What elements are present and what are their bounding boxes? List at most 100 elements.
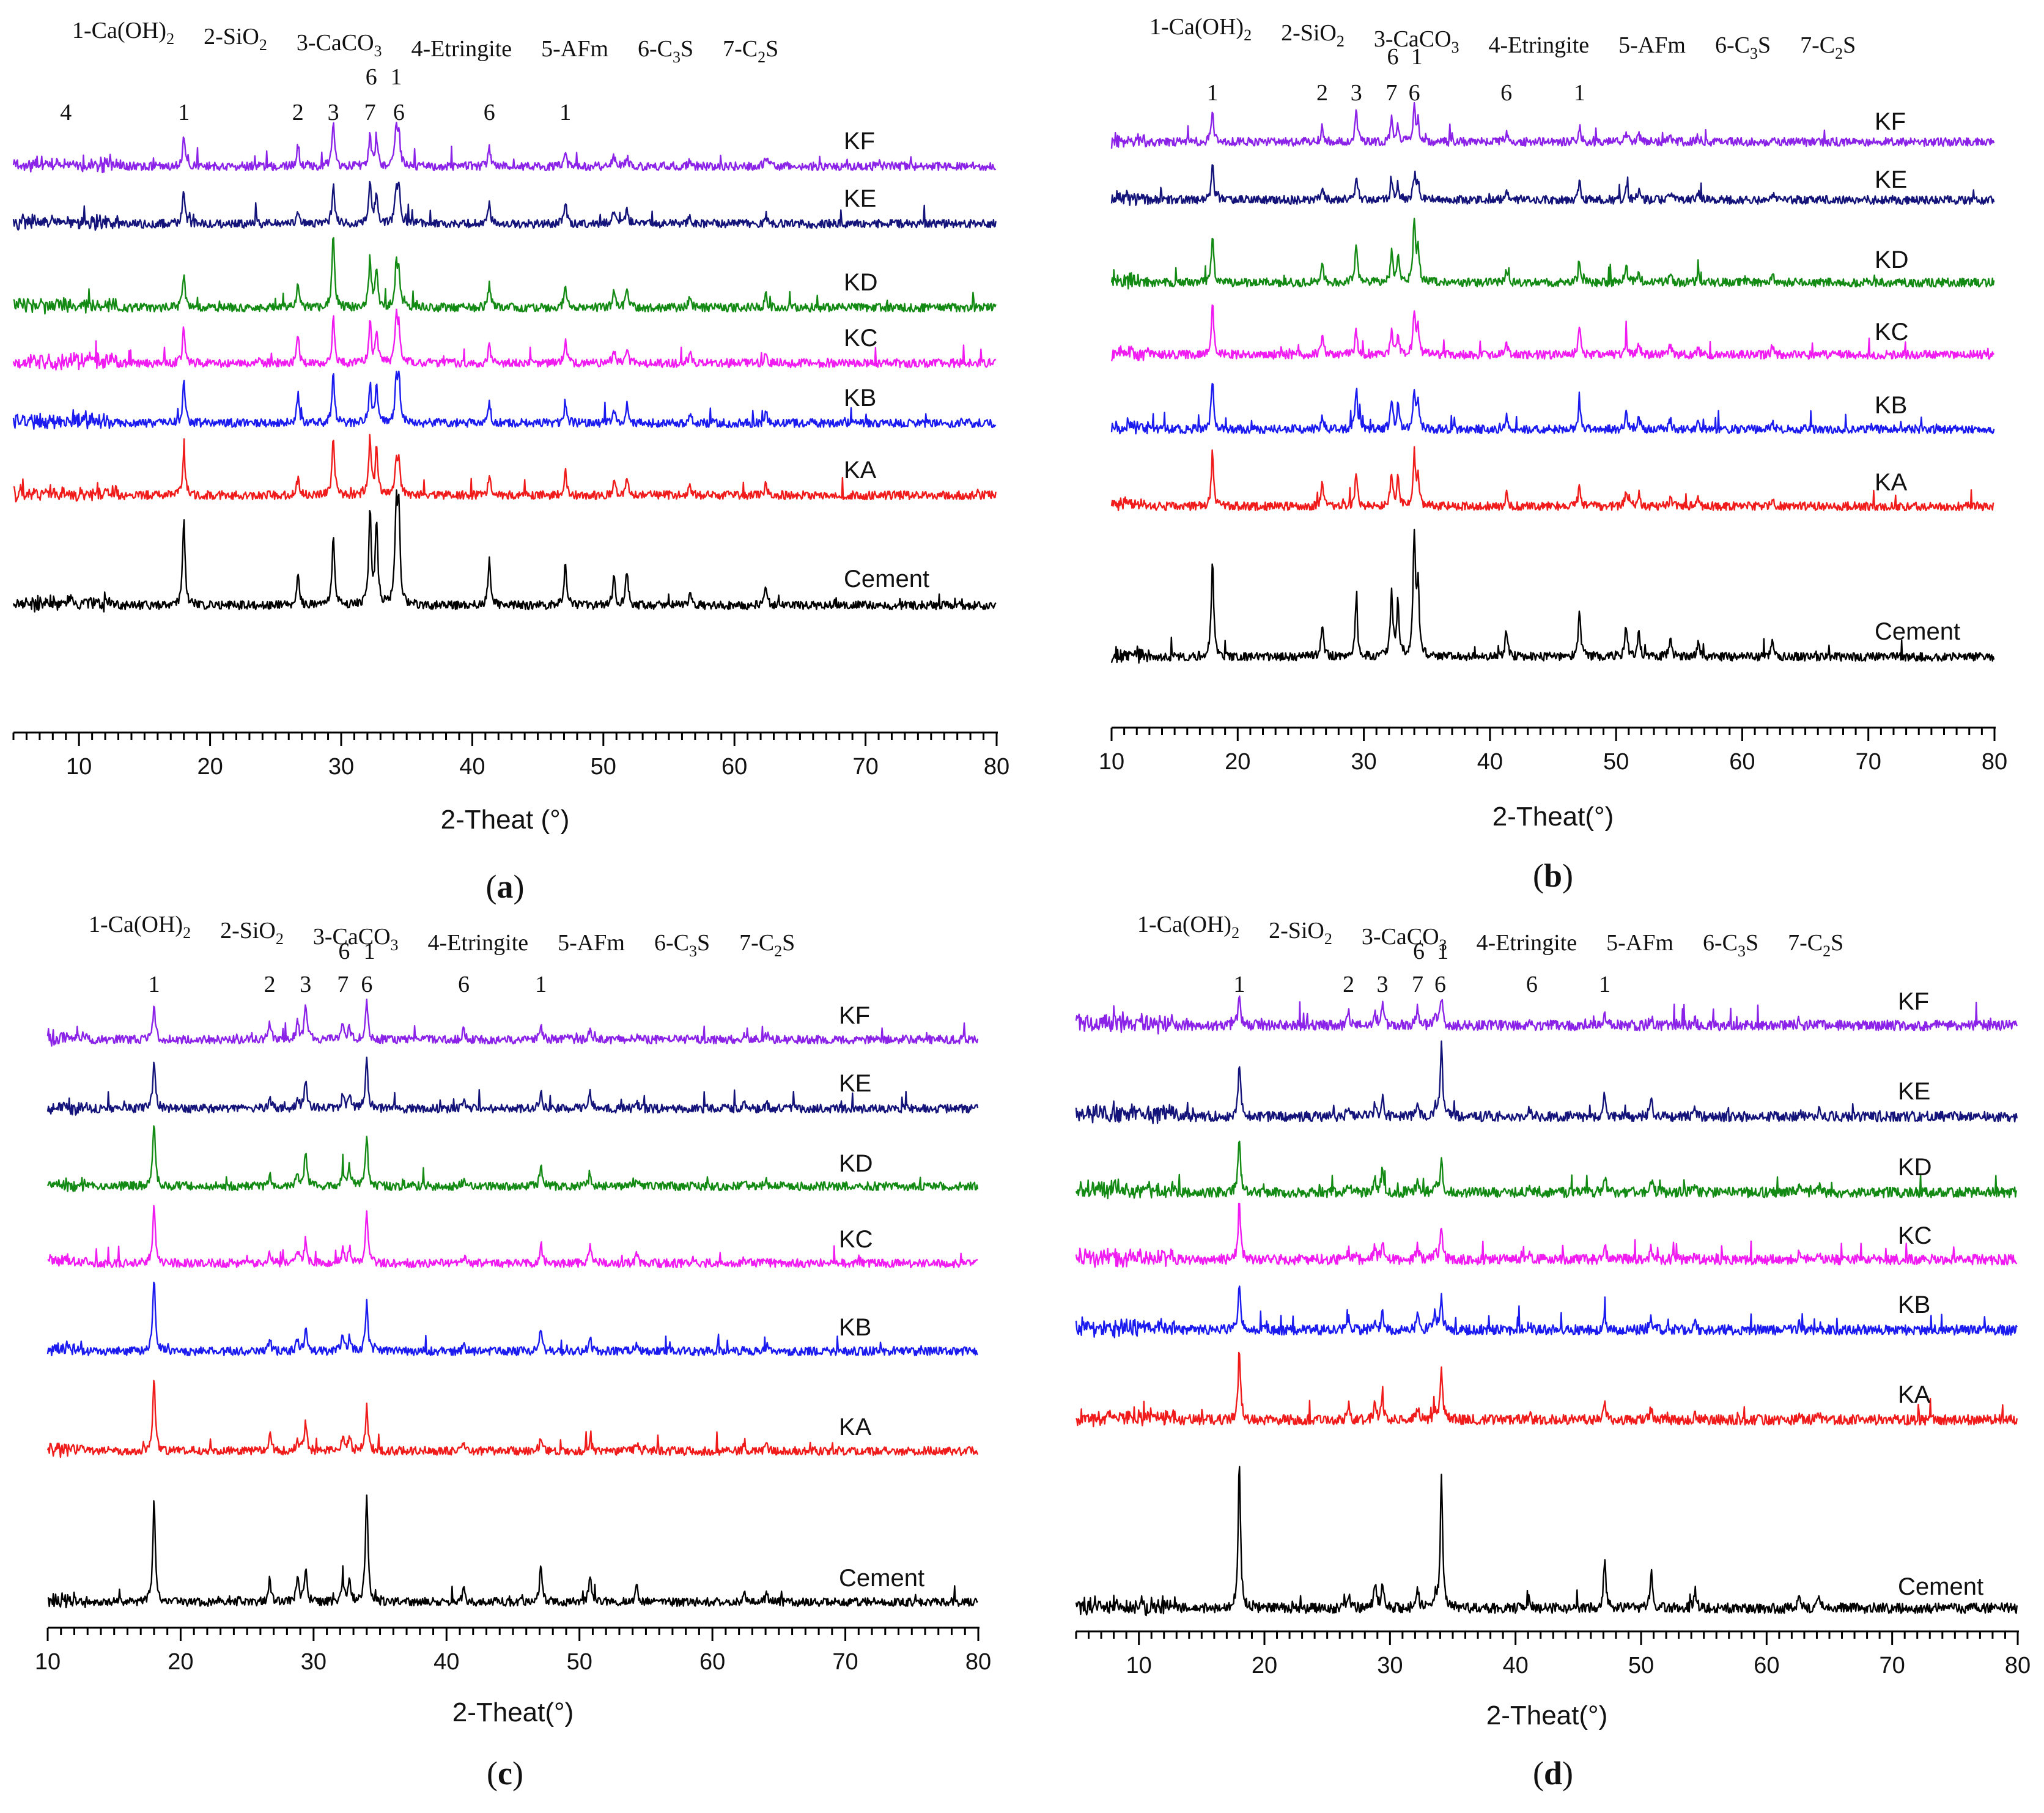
legend-line: 1-Ca(OH)2 2-SiO2 3-CaCO3 4-Etringite 5-AFm 6-… — [72, 18, 778, 66]
x-tick-label: 30 — [1377, 1653, 1403, 1678]
x-tick-label: 20 — [1252, 1653, 1277, 1678]
legend-item: 2-SiO — [1281, 20, 1337, 46]
legend-item: 2-SiO — [220, 918, 276, 943]
legend-item: 1-Ca(OH) — [89, 912, 183, 937]
legend-line: 1-Ca(OH)2 2-SiO2 3-CaCO3 4-Etringite 5-AFm 6-… — [1137, 912, 1843, 960]
phase-annotation: 3 — [328, 100, 339, 125]
series-trace-kb — [12, 371, 997, 430]
phase-annotation: 1 — [1207, 80, 1219, 106]
series-trace-kc — [12, 308, 997, 371]
phase-annotation: 1 — [1437, 939, 1448, 964]
legend-item: 7-C — [1788, 930, 1823, 956]
series-trace-ke — [46, 1056, 979, 1116]
phase-annotation: 4 — [60, 100, 72, 125]
x-tick-label: 50 — [1628, 1653, 1654, 1678]
legend-item: 4-Etringite — [1489, 32, 1590, 58]
series-label-kf: KF — [1898, 988, 1929, 1015]
x-tick-label: 80 — [984, 754, 1009, 780]
series-label-kb: KB — [1898, 1291, 1930, 1318]
phase-annotation: 1 — [148, 972, 160, 997]
series-label-kc: KC — [839, 1226, 873, 1253]
series-trace-ke — [12, 180, 997, 231]
series-label-kd: KD — [844, 269, 878, 296]
panel-b: 1-Ca(OH)2 2-SiO2 3-CaCO3 4-Etringite 5-AFm 6-… — [1099, 14, 2007, 894]
series-label-kf: KF — [844, 128, 875, 155]
x-tick-label: 10 — [35, 1649, 61, 1675]
legend-item: 5-AFm — [558, 930, 625, 956]
series-label-kd: KD — [1875, 246, 1909, 273]
series-label-ke: KE — [844, 185, 876, 212]
series-trace-kb — [1075, 1285, 2018, 1339]
panel-label: (c) — [487, 1755, 523, 1792]
x-tick-label: 60 — [721, 754, 747, 780]
x-tick-label: 70 — [832, 1649, 858, 1675]
panel-c: 1-Ca(OH)2 2-SiO2 3-CaCO3 4-Etringite 5-AFm 6-… — [35, 912, 991, 1792]
legend-item: 6-C — [1715, 32, 1750, 58]
x-axis-label: 2-Theat (°) — [441, 805, 570, 835]
series-trace-kf — [1110, 102, 1995, 149]
series-trace-cement — [1075, 1466, 2018, 1617]
phase-annotation: 1 — [391, 64, 402, 90]
series-label-ka: KA — [844, 457, 877, 484]
legend-item: 1-Ca(OH) — [72, 18, 166, 43]
series-label-kc: KC — [1898, 1222, 1932, 1249]
phase-annotation: 1 — [364, 939, 375, 964]
x-tick-label: 80 — [965, 1649, 991, 1675]
x-tick-label: 70 — [852, 754, 878, 780]
series-trace-kd — [46, 1125, 979, 1192]
phase-annotation: 1 — [535, 972, 547, 997]
phase-annotation: 6 — [1409, 80, 1420, 106]
phase-annotation: 2 — [1316, 80, 1328, 106]
legend-item: 2-SiO — [204, 24, 259, 50]
x-tick-label: 60 — [699, 1649, 725, 1675]
x-tick-label: 40 — [459, 754, 485, 780]
legend-item: 7-C — [723, 36, 758, 62]
x-tick-label: 40 — [1503, 1653, 1529, 1678]
series-trace-kc — [47, 1205, 978, 1269]
panel-label: (b) — [1533, 857, 1573, 894]
phase-annotation: 1 — [559, 100, 571, 125]
series-label-kd: KD — [839, 1150, 873, 1177]
x-tick-label: 80 — [2005, 1653, 2031, 1678]
phase-annotation: 7 — [1385, 80, 1397, 106]
x-tick-label: 70 — [1856, 749, 1881, 775]
x-tick-label: 10 — [1126, 1653, 1152, 1678]
series-trace-ka — [1075, 1351, 2018, 1428]
series-trace-kd — [13, 237, 997, 315]
legend-line: 1-Ca(OH)2 2-SiO2 3-CaCO3 4-Etringite 5-AFm 6-… — [1149, 14, 1856, 62]
series-trace-kb — [1110, 383, 1995, 435]
phase-annotation: 6 — [1413, 939, 1425, 964]
legend-item: 3-CaCO — [1374, 26, 1452, 52]
phase-annotation: 2 — [1343, 972, 1354, 997]
x-tick-label: 30 — [328, 754, 354, 780]
series-trace-cement — [12, 489, 997, 613]
x-tick-label: 20 — [197, 754, 223, 780]
series-label-kf: KF — [839, 1002, 870, 1029]
series-label-cement: Cement — [1875, 618, 1960, 645]
panel-d: 1-Ca(OH)2 2-SiO2 3-CaCO3 4-Etringite 5-AFm 6-… — [1075, 912, 2031, 1792]
phase-annotation: 1 — [1411, 44, 1423, 70]
phase-annotation: 6 — [1526, 972, 1538, 997]
series-trace-cement — [47, 1494, 979, 1609]
legend-item: 7-C — [1800, 32, 1835, 58]
series-label-kb: KB — [839, 1314, 871, 1341]
series-label-kc: KC — [844, 325, 878, 352]
series-label-kd: KD — [1898, 1154, 1932, 1181]
x-axis-label: 2-Theat(°) — [452, 1697, 574, 1727]
x-tick-label: 80 — [1982, 749, 2007, 775]
series-label-cement: Cement — [844, 566, 929, 593]
series-label-ka: KA — [839, 1414, 872, 1441]
x-tick-label: 10 — [66, 754, 92, 780]
series-trace-kd — [1075, 1140, 2018, 1200]
legend-item: 4-Etringite — [1477, 930, 1577, 956]
phase-annotation: 6 — [458, 972, 470, 997]
legend-item: 4-Etringite — [411, 36, 512, 62]
series-label-kb: KB — [844, 385, 876, 412]
phase-annotation: 1 — [1599, 972, 1610, 997]
series-label-kf: KF — [1875, 108, 1906, 135]
legend-item: 6-C — [654, 930, 689, 956]
series-label-cement: Cement — [1898, 1573, 1983, 1600]
x-axis-label: 2-Theat(°) — [1486, 1700, 1608, 1730]
legend-item: 3-CaCO — [313, 924, 391, 950]
series-trace-kd — [1110, 218, 1995, 290]
